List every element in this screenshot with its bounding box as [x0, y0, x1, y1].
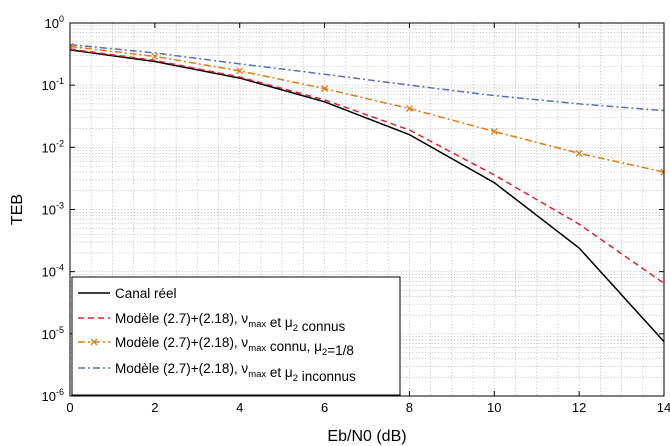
- legend-label-1: Canal réel: [115, 286, 177, 301]
- y-axis-label: TEB: [9, 194, 26, 225]
- legend: Canal réel Modèle (2.7)+(2.18), νmax et μ…: [71, 276, 401, 396]
- y-tick-label: 100: [45, 14, 64, 31]
- series-3-point: [405, 105, 413, 113]
- y-tick-label: 10-5: [42, 325, 64, 342]
- series-line-2: [70, 48, 664, 284]
- series-3-point: [236, 67, 244, 75]
- series-line-3: [70, 45, 664, 173]
- legend-box: [71, 276, 401, 396]
- x-tick-label: 14: [657, 400, 670, 415]
- legend-label-3: Modèle (2.7)+(2.18), νmax connu, μ2=1/8: [115, 335, 354, 358]
- series-3-point: [660, 168, 664, 176]
- y-tick-label: 10-6: [42, 387, 64, 404]
- y-tick-label: 10-1: [42, 76, 64, 93]
- y-tick-label: 10-2: [42, 138, 64, 155]
- series-line-1: [70, 49, 664, 343]
- series-3-point: [490, 128, 498, 135]
- series-3-point: [321, 85, 329, 93]
- x-tick-label: 4: [236, 400, 243, 415]
- x-tick-label: 2: [151, 400, 158, 415]
- legend-marker-3: [90, 338, 98, 346]
- x-tick-label: 12: [572, 400, 586, 415]
- series-3-point: [575, 149, 583, 157]
- series-layer: [70, 42, 664, 343]
- x-tick-label: 0: [66, 400, 73, 415]
- series-line-4: [70, 43, 664, 112]
- x-tick-label: 6: [321, 400, 328, 415]
- x-tick-label: 8: [406, 400, 413, 415]
- legend-label-4: Modèle (2.7)+(2.18), νmax et μ2 inconnus: [115, 361, 356, 384]
- ticks: 0 2 4 6 8 10 12 14 10-6 10-5 10-4 10-3 10-2 10-1 100: [42, 14, 670, 415]
- y-tick-label: 10-4: [42, 263, 64, 280]
- x-tick-label: 10: [487, 400, 501, 415]
- series-3-point: [151, 52, 159, 60]
- x-axis-label: Eb/N0 (dB): [327, 428, 406, 445]
- legend-label-2: Modèle (2.7)+(2.18), νmax et μ2 connus: [115, 311, 346, 334]
- y-tick-label: 10-3: [42, 201, 64, 218]
